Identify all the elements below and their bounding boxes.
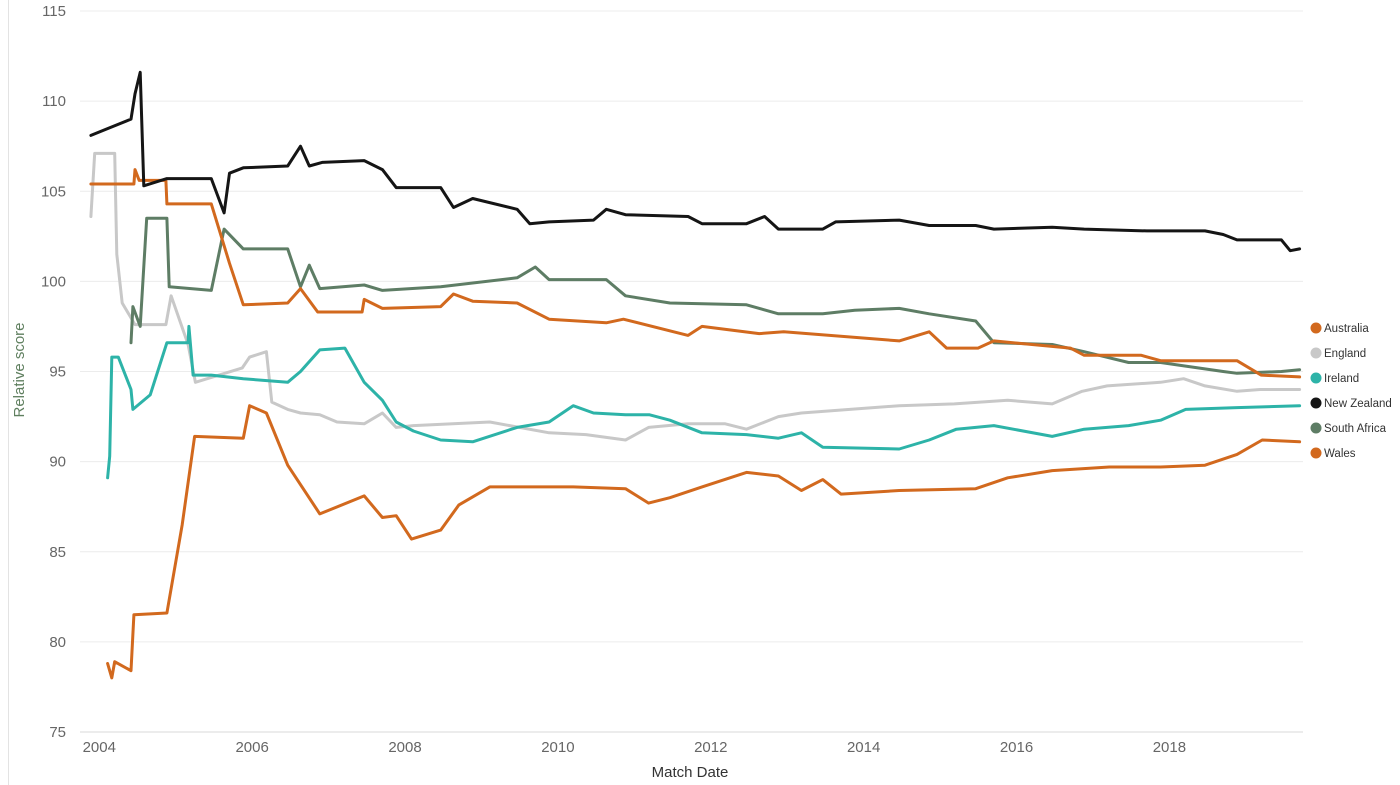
legend-item-ireland[interactable]: Ireland — [1310, 372, 1360, 386]
legend: Australia England Ireland New Zealand South … — [1310, 322, 1392, 461]
series-line-australia — [89, 168, 1302, 379]
x-tick-label: 2006 — [235, 739, 268, 756]
y-tick-label: 90 — [49, 454, 66, 471]
legend-label: South Africa — [1324, 423, 1387, 435]
x-tick-label: 2018 — [1153, 739, 1186, 756]
x-tick-label: 2012 — [694, 739, 727, 756]
series-line-south-africa — [129, 216, 1302, 375]
x-tick-label: 2008 — [388, 739, 421, 756]
y-axis-ticks: 75 80 85 90 95 100 105 110 115 — [41, 3, 66, 741]
left-border — [8, 0, 9, 785]
legend-marker — [1310, 322, 1322, 334]
y-tick-label: 115 — [42, 3, 66, 20]
series-line-new-zealand — [89, 70, 1302, 253]
legend-label: Australia — [1324, 323, 1369, 335]
legend-item-wales[interactable]: Wales — [1310, 447, 1356, 461]
y-tick-label: 80 — [49, 634, 66, 651]
gridlines — [80, 10, 1303, 733]
legend-label: England — [1324, 348, 1366, 360]
x-tick-label: 2016 — [1000, 739, 1033, 756]
series-line-wales — [106, 404, 1302, 680]
legend-label: New Zealand — [1324, 398, 1392, 410]
legend-marker — [1310, 447, 1322, 459]
legend-item-australia[interactable]: Australia — [1310, 322, 1370, 336]
y-tick-label: 105 — [41, 183, 66, 200]
legend-marker — [1310, 347, 1322, 359]
y-axis-title: Relative score — [11, 322, 28, 417]
series-line-ireland — [106, 324, 1302, 480]
legend-item-south-africa[interactable]: South Africa — [1310, 422, 1387, 436]
y-tick-label: 110 — [42, 93, 66, 110]
series-lines — [89, 70, 1302, 680]
legend-item-new-zealand[interactable]: New Zealand — [1310, 397, 1392, 411]
legend-marker — [1310, 397, 1322, 409]
x-tick-label: 2010 — [541, 739, 574, 756]
series-line-england — [89, 151, 1302, 442]
y-tick-label: 85 — [49, 544, 66, 561]
legend-item-england[interactable]: England — [1310, 347, 1367, 361]
y-tick-label: 75 — [49, 724, 66, 741]
legend-label: Ireland — [1324, 373, 1359, 385]
x-tick-label: 2014 — [847, 739, 880, 756]
legend-marker — [1310, 422, 1322, 434]
y-tick-label: 100 — [41, 273, 66, 290]
x-tick-label: 2004 — [83, 739, 116, 756]
legend-label: Wales — [1324, 448, 1356, 460]
y-tick-label: 95 — [49, 364, 66, 381]
x-axis-title: Match Date — [652, 764, 729, 781]
x-axis-ticks: 2004 2006 2008 2010 2012 2014 2016 2018 — [83, 739, 1187, 756]
legend-marker — [1310, 372, 1322, 384]
